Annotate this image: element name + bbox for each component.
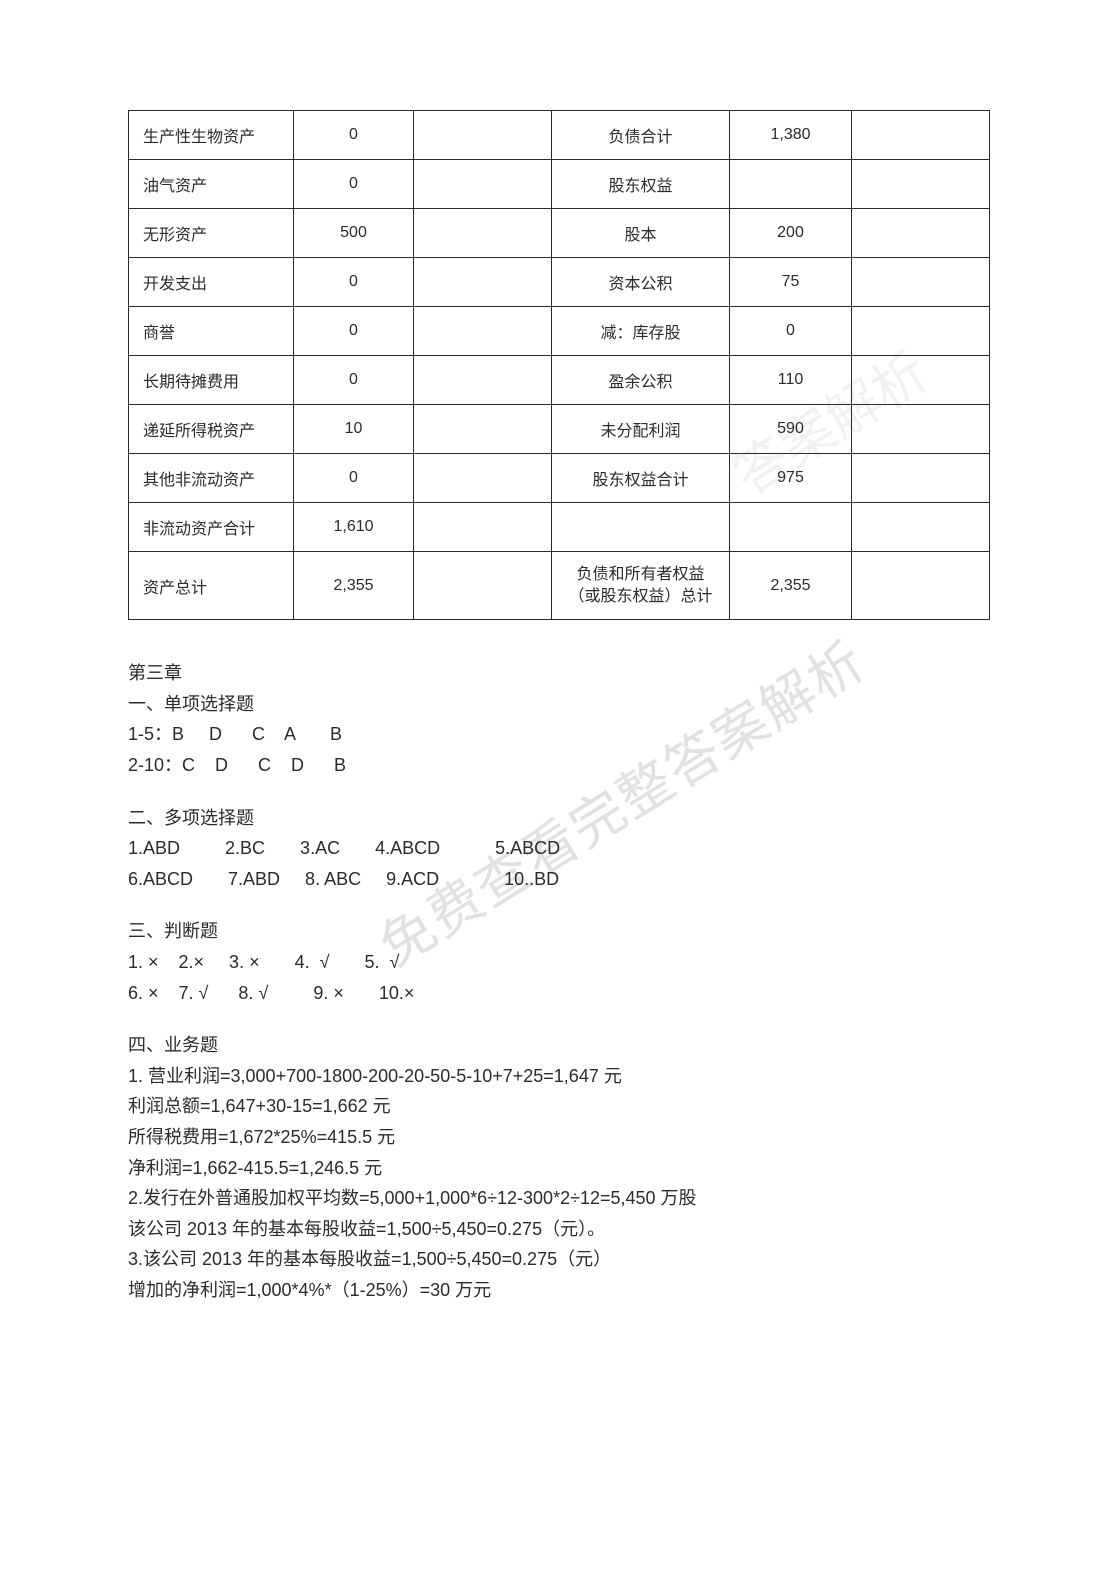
section2-title: 二、多项选择题 — [128, 803, 989, 834]
table-row-right-label: 股东权益 — [552, 160, 730, 209]
table-row-end — [852, 503, 990, 552]
section4-line: 所得税费用=1,672*25%=415.5 元 — [128, 1122, 989, 1153]
section4-line: 该公司 2013 年的基本每股收益=1,500÷5,450=0.275（元）。 — [128, 1214, 989, 1245]
section1-title: 一、单项选择题 — [128, 689, 989, 720]
section3-line1: 1. × 2.× 3. × 4. √ 5. √ — [128, 947, 989, 978]
table-row-gap — [414, 405, 552, 454]
table-row-end — [852, 552, 990, 620]
table-row-left-label: 商誉 — [129, 307, 294, 356]
table-row-right-label: 盈余公积 — [552, 356, 730, 405]
table-row-end — [852, 209, 990, 258]
table-row-right-label: 股本 — [552, 209, 730, 258]
table-row-left-label: 递延所得税资产 — [129, 405, 294, 454]
section2-line1: 1.ABD 2.BC 3.AC 4.ABCD 5.ABCD — [128, 833, 989, 864]
table-row-end — [852, 307, 990, 356]
table-row-left-value: 1,610 — [294, 503, 414, 552]
table-row-left-value: 0 — [294, 454, 414, 503]
table-row-right-value: 975 — [730, 454, 852, 503]
table-row-right-label: 减：库存股 — [552, 307, 730, 356]
section4-line: 2.发行在外普通股加权平均数=5,000+1,000*6÷12-300*2÷12… — [128, 1183, 989, 1214]
table-row-gap — [414, 209, 552, 258]
table-row-end — [852, 405, 990, 454]
table-row-left-value: 0 — [294, 356, 414, 405]
table-row-right-label: 未分配利润 — [552, 405, 730, 454]
table-row-left-label: 生产性生物资产 — [129, 111, 294, 160]
section4-line: 1. 营业利润=3,000+700-1800-200-20-50-5-10+7+… — [128, 1061, 989, 1092]
table-row-left-value: 10 — [294, 405, 414, 454]
section1-line2: 2-10：C D C D B — [128, 750, 989, 781]
table-row-left-label: 非流动资产合计 — [129, 503, 294, 552]
table-row-left-label: 无形资产 — [129, 209, 294, 258]
table-row-end — [852, 356, 990, 405]
table-row-right-value: 590 — [730, 405, 852, 454]
table-row-right-label: 负债和所有者权益（或股东权益）总计 — [552, 552, 730, 620]
section3-line2: 6. × 7. √ 8. √ 9. × 10.× — [128, 978, 989, 1009]
table-row-left-value: 0 — [294, 111, 414, 160]
table-row-right-value: 110 — [730, 356, 852, 405]
table-row-right-value: 1,380 — [730, 111, 852, 160]
table-row-right-label: 资本公积 — [552, 258, 730, 307]
table-row-left-value: 500 — [294, 209, 414, 258]
table-row-left-label: 资产总计 — [129, 552, 294, 620]
table-row-right-value — [730, 160, 852, 209]
table-row-left-label: 油气资产 — [129, 160, 294, 209]
balance-sheet-table: 生产性生物资产0负债合计1,380油气资产0股东权益无形资产500股本200开发… — [128, 110, 990, 620]
section4-line: 3.该公司 2013 年的基本每股收益=1,500÷5,450=0.275（元） — [128, 1244, 989, 1275]
table-row-right-value: 0 — [730, 307, 852, 356]
table-row-right-label — [552, 503, 730, 552]
page-container: 生产性生物资产0负债合计1,380油气资产0股东权益无形资产500股本200开发… — [0, 0, 1117, 1305]
table-row-left-value: 0 — [294, 258, 414, 307]
table-row-left-value: 0 — [294, 160, 414, 209]
section3-title: 三、判断题 — [128, 916, 989, 947]
table-row-gap — [414, 454, 552, 503]
table-row-gap — [414, 307, 552, 356]
table-row-gap — [414, 356, 552, 405]
table-row-end — [852, 160, 990, 209]
chapter-title: 第三章 — [128, 658, 989, 689]
table-row-left-label: 开发支出 — [129, 258, 294, 307]
answers-section: 第三章 一、单项选择题 1-5：B D C A B 2-10：C D C D B… — [128, 658, 989, 1305]
table-row-gap — [414, 258, 552, 307]
table-row-right-value: 75 — [730, 258, 852, 307]
table-row-right-label: 负债合计 — [552, 111, 730, 160]
table-row-end — [852, 258, 990, 307]
section4-line: 利润总额=1,647+30-15=1,662 元 — [128, 1091, 989, 1122]
table-row-gap — [414, 503, 552, 552]
table-row-left-value: 0 — [294, 307, 414, 356]
table-row-right-value: 2,355 — [730, 552, 852, 620]
section4-line: 净利润=1,662-415.5=1,246.5 元 — [128, 1153, 989, 1184]
section2-line2: 6.ABCD 7.ABD 8. ABC 9.ACD 10..BD — [128, 864, 989, 895]
section1-line1: 1-5：B D C A B — [128, 719, 989, 750]
table-row-end — [852, 454, 990, 503]
table-row-right-value — [730, 503, 852, 552]
table-row-gap — [414, 160, 552, 209]
table-row-end — [852, 111, 990, 160]
table-row-right-value: 200 — [730, 209, 852, 258]
section4-title: 四、业务题 — [128, 1030, 989, 1061]
table-row-gap — [414, 111, 552, 160]
table-row-left-label: 其他非流动资产 — [129, 454, 294, 503]
table-row-left-value: 2,355 — [294, 552, 414, 620]
table-row-gap — [414, 552, 552, 620]
section4-line: 增加的净利润=1,000*4%*（1-25%）=30 万元 — [128, 1275, 989, 1306]
table-row-left-label: 长期待摊费用 — [129, 356, 294, 405]
table-row-right-label: 股东权益合计 — [552, 454, 730, 503]
